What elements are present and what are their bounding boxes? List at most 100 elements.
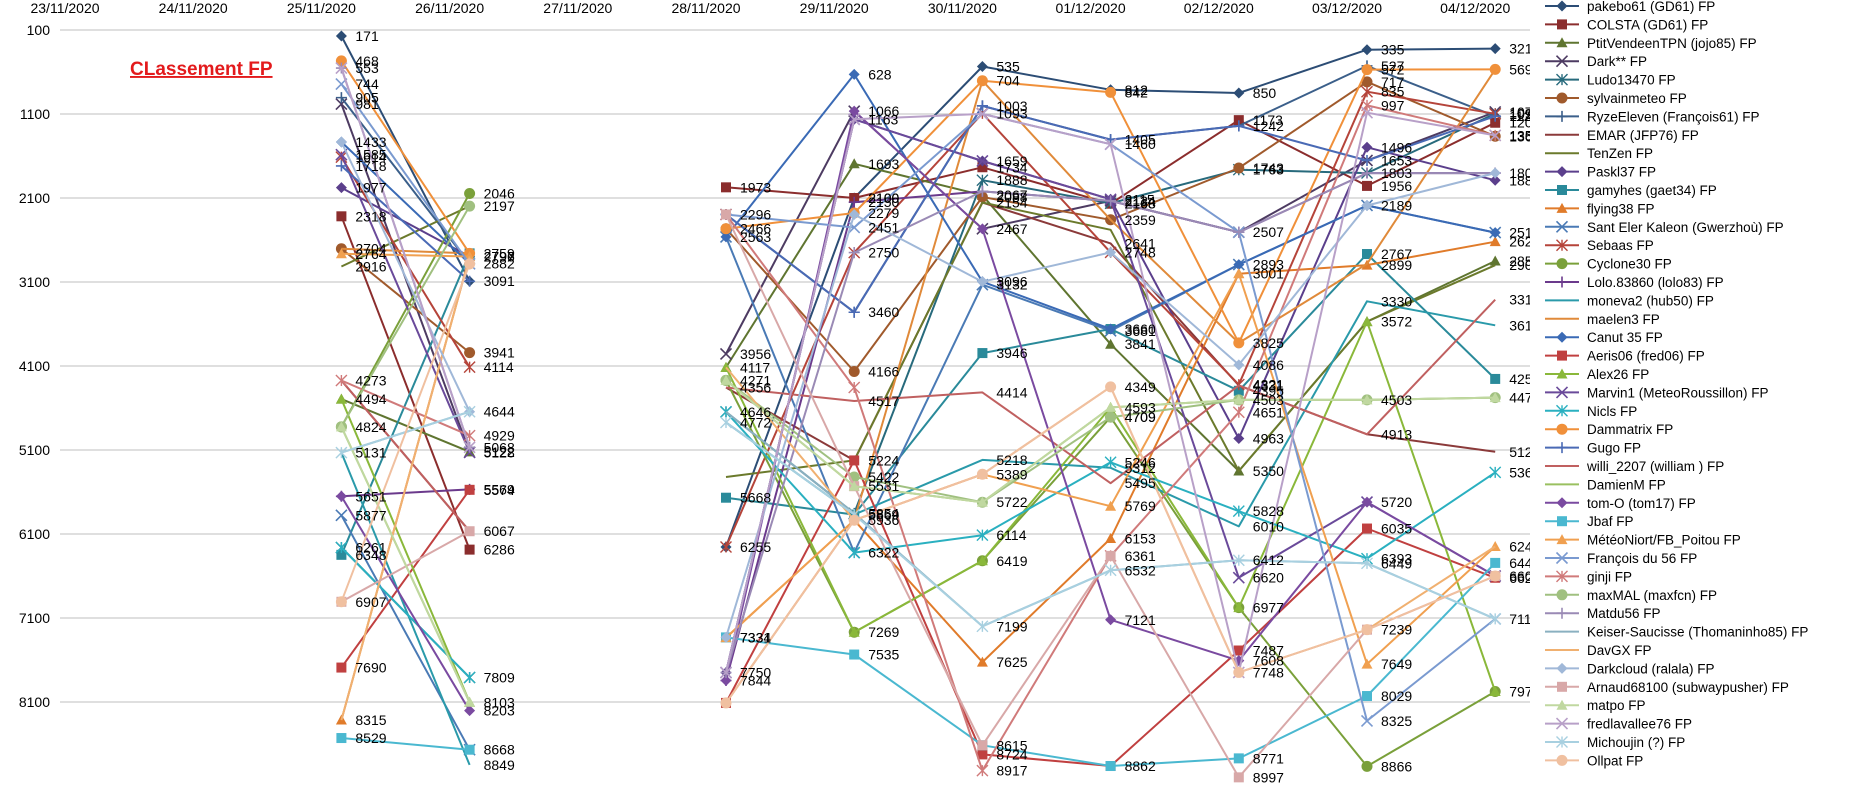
y-tick-label: 1100 — [20, 106, 50, 122]
data-label: 6286 — [484, 542, 515, 558]
data-label: 1460 — [1125, 136, 1156, 152]
data-label: 5312 — [1125, 460, 1156, 476]
data-point — [1233, 162, 1245, 174]
data-label: 4331 — [1253, 377, 1284, 393]
legend-entry: Dark** FP — [1545, 54, 1647, 69]
series-matpo-fp — [335, 374, 1501, 707]
data-point — [1105, 195, 1117, 207]
data-label: 2899 — [1381, 257, 1412, 273]
data-point — [1105, 401, 1117, 412]
data-label: 704 — [996, 73, 1020, 89]
legend-label: Jbaf FP — [1587, 514, 1634, 529]
data-point — [335, 92, 347, 104]
data-label: 997 — [1381, 97, 1405, 113]
legend-label: Sebaas FP — [1587, 238, 1654, 253]
data-label: 1585 — [355, 147, 386, 163]
legend-marker — [1557, 681, 1567, 692]
data-point — [976, 620, 989, 633]
data-label: 2150 — [868, 194, 899, 210]
legend-entry: maxMAL (maxfcn) FP — [1545, 588, 1717, 603]
data-point — [1105, 323, 1117, 335]
data-point — [1105, 246, 1117, 258]
data-label: 5495 — [1125, 475, 1156, 491]
data-point — [1232, 554, 1245, 567]
legend-label: Lolo.83860 (lolo83) FP — [1587, 275, 1724, 290]
data-label: 8315 — [355, 712, 386, 728]
legend-marker — [1556, 258, 1568, 270]
data-label: 8862 — [1125, 758, 1156, 774]
data-label: 1173 — [1253, 112, 1283, 128]
x-tick-label: 23/11/2020 — [30, 0, 99, 16]
legend-entry: Alex26 FP — [1545, 367, 1649, 382]
data-point — [977, 749, 988, 760]
data-point — [1361, 658, 1373, 669]
data-point — [1361, 316, 1373, 327]
x-tick-label: 01/12/2020 — [1056, 0, 1126, 16]
legend-entry: TenZen FP — [1545, 146, 1653, 161]
legend-marker — [1556, 166, 1568, 178]
data-label: 553 — [355, 60, 379, 76]
series-ollpat-fp — [335, 258, 1501, 709]
series-fran-ois-du-56-fp — [335, 78, 1502, 727]
data-label: 6419 — [996, 553, 1027, 569]
data-point — [1489, 43, 1501, 55]
legend-label: Nicls FP — [1587, 404, 1637, 419]
data-point — [1361, 44, 1373, 56]
data-point — [1233, 772, 1244, 783]
data-point — [1361, 760, 1373, 772]
x-tick-label: 27/11/2020 — [543, 0, 612, 16]
data-point — [335, 97, 348, 111]
data-point — [464, 187, 476, 199]
series-aeris06-fred06-fp — [336, 455, 1501, 772]
legend-entry: François du 56 FP — [1545, 551, 1697, 566]
y-tick-label: 5100 — [19, 442, 50, 458]
legend-entry: DamienM FP — [1545, 477, 1666, 492]
data-label: 2466 — [740, 221, 771, 237]
data-point — [720, 674, 732, 686]
legend-marker — [1556, 404, 1568, 417]
legend-marker — [1556, 754, 1568, 766]
legend-label: Dammatrix FP — [1587, 422, 1673, 437]
data-point — [977, 162, 988, 173]
data-label: 2100 — [868, 190, 899, 206]
data-label: 1734 — [996, 159, 1027, 175]
data-label: 5651 — [355, 488, 386, 504]
data-point — [976, 191, 988, 203]
data-label: 5569 — [484, 481, 515, 497]
data-label: 1433 — [355, 134, 386, 150]
legend-label: Marvin1 (MeteoRoussillon) FP — [1587, 385, 1769, 400]
data-point — [848, 626, 860, 637]
data-label: 4414 — [996, 384, 1027, 400]
legend-label: Sant Eler Kaleon (Gwerzhoù) FP — [1587, 220, 1784, 235]
data-point — [335, 509, 348, 522]
legend-entry: matpo FP — [1545, 698, 1646, 713]
legend-entry: PtitVendeenTPN (jojo85) FP — [1545, 36, 1757, 51]
data-point — [848, 208, 860, 220]
data-label: 6249 — [1509, 539, 1540, 555]
data-point — [1489, 227, 1501, 239]
data-label: 1977 — [355, 180, 386, 196]
data-label: 569 — [1509, 61, 1533, 77]
data-point — [464, 544, 475, 555]
data-point — [1233, 337, 1245, 349]
legend-entry: Cyclone30 FP — [1545, 257, 1672, 272]
data-point — [464, 526, 475, 537]
data-label: 2197 — [484, 198, 515, 214]
data-label: 5367 — [1509, 464, 1540, 480]
legend-label: MétéoNiort/FB_Poitou FP — [1587, 533, 1741, 548]
data-point — [1105, 338, 1117, 349]
data-label: 6322 — [868, 545, 899, 561]
legend-entry: Lolo.83860 (lolo83) FP — [1545, 275, 1724, 290]
data-label: 717 — [1381, 74, 1405, 90]
legend-marker — [1556, 368, 1568, 379]
data-point — [335, 596, 347, 608]
data-point — [1233, 385, 1244, 396]
data-point — [464, 744, 475, 755]
data-point — [463, 405, 476, 418]
data-point — [720, 541, 732, 554]
data-label: 2512 — [1509, 225, 1540, 241]
data-point — [1361, 85, 1373, 98]
legend-label: Dark** FP — [1587, 54, 1647, 69]
data-point — [335, 136, 347, 148]
data-label: 6532 — [1125, 562, 1156, 578]
